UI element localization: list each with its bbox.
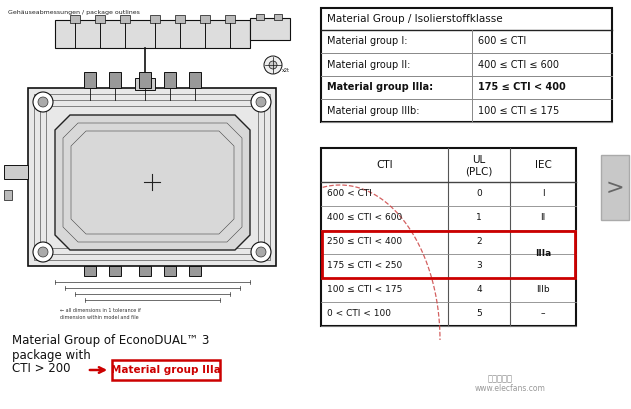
Text: 100 ≤ CTI < 175: 100 ≤ CTI < 175 <box>327 285 403 294</box>
Bar <box>164 72 176 88</box>
Text: 100 ≤ CTI ≤ 175: 100 ≤ CTI ≤ 175 <box>478 106 559 115</box>
Text: (PLC): (PLC) <box>465 166 493 176</box>
Text: Material group I:: Material group I: <box>327 36 408 47</box>
Bar <box>274 14 282 20</box>
Bar <box>84 72 96 88</box>
Bar <box>4 165 28 179</box>
Text: x2t: x2t <box>282 68 290 73</box>
Text: IIIb: IIIb <box>536 285 550 294</box>
Bar <box>139 72 151 88</box>
Bar <box>120 15 130 23</box>
Bar <box>321 8 612 122</box>
Bar <box>256 14 264 20</box>
Circle shape <box>33 92 53 112</box>
Bar <box>139 266 151 276</box>
Text: Material group IIIa:: Material group IIIa: <box>327 83 433 92</box>
Text: Material Group / Isolierstoffklasse: Material Group / Isolierstoffklasse <box>327 14 503 24</box>
Bar <box>189 266 201 276</box>
Circle shape <box>256 247 266 257</box>
Bar <box>175 15 185 23</box>
Circle shape <box>33 242 53 262</box>
Circle shape <box>251 242 271 262</box>
Bar <box>322 231 575 277</box>
Bar <box>225 15 235 23</box>
Text: Material group II:: Material group II: <box>327 59 410 70</box>
Bar <box>70 15 80 23</box>
Text: ← all dimensions in 1 tolerance if: ← all dimensions in 1 tolerance if <box>60 308 141 313</box>
Text: Material group IIIa: Material group IIIa <box>111 365 221 375</box>
Bar <box>28 88 276 266</box>
Text: 2: 2 <box>476 238 482 247</box>
Bar <box>46 106 258 248</box>
Text: Material Group of EconoDUAL™ 3: Material Group of EconoDUAL™ 3 <box>12 334 209 347</box>
Bar <box>321 148 576 326</box>
Text: 3: 3 <box>476 261 482 270</box>
Bar <box>250 18 290 40</box>
Text: 175 ≤ CTI < 250: 175 ≤ CTI < 250 <box>327 261 402 270</box>
Text: 600 < CTI: 600 < CTI <box>327 189 372 198</box>
Text: 600 ≤ CTI: 600 ≤ CTI <box>478 36 526 47</box>
Bar <box>200 15 210 23</box>
Text: 175 ≤ CTI < 400: 175 ≤ CTI < 400 <box>478 83 566 92</box>
Text: package with: package with <box>12 349 91 362</box>
Text: www.elecfans.com: www.elecfans.com <box>475 384 545 393</box>
Bar <box>135 78 155 90</box>
Circle shape <box>38 97 48 107</box>
Bar <box>112 360 220 380</box>
Bar <box>601 155 629 220</box>
Circle shape <box>38 247 48 257</box>
Text: 400 ≤ CTI ≤ 600: 400 ≤ CTI ≤ 600 <box>478 59 559 70</box>
Text: CTI > 200: CTI > 200 <box>12 362 71 375</box>
Polygon shape <box>55 115 250 250</box>
Bar <box>109 266 121 276</box>
Text: UL: UL <box>473 155 486 165</box>
Text: CTI: CTI <box>376 160 393 170</box>
Circle shape <box>264 56 282 74</box>
Bar <box>34 94 270 260</box>
Bar <box>189 72 201 88</box>
Bar <box>315 0 631 409</box>
Text: 400 ≤ CTI < 600: 400 ≤ CTI < 600 <box>327 213 402 222</box>
Text: Gehäuseabmessungen / package outlines: Gehäuseabmessungen / package outlines <box>8 10 140 15</box>
Bar <box>4 190 12 200</box>
Text: –: – <box>541 310 545 319</box>
Text: 0: 0 <box>476 189 482 198</box>
Bar <box>55 20 250 48</box>
Text: >: > <box>606 178 624 198</box>
Text: IIIa: IIIa <box>535 249 551 258</box>
Text: 250 ≤ CTI < 400: 250 ≤ CTI < 400 <box>327 238 402 247</box>
Bar <box>164 266 176 276</box>
Text: I: I <box>541 189 545 198</box>
Bar <box>150 15 160 23</box>
Bar <box>109 72 121 88</box>
Bar <box>40 100 264 254</box>
Circle shape <box>256 97 266 107</box>
Text: IEC: IEC <box>534 160 551 170</box>
Text: Material group IIIb:: Material group IIIb: <box>327 106 420 115</box>
Circle shape <box>269 61 277 69</box>
Text: 1: 1 <box>476 213 482 222</box>
Bar <box>0 0 315 409</box>
Text: 0 < CTI < 100: 0 < CTI < 100 <box>327 310 391 319</box>
Text: II: II <box>540 213 546 222</box>
Text: 4: 4 <box>476 285 482 294</box>
Circle shape <box>251 92 271 112</box>
Text: 电子发烧友: 电子发烧友 <box>488 374 512 383</box>
Bar <box>95 15 105 23</box>
Bar <box>84 266 96 276</box>
Text: dimension within model and file: dimension within model and file <box>60 315 139 320</box>
Text: 5: 5 <box>476 310 482 319</box>
